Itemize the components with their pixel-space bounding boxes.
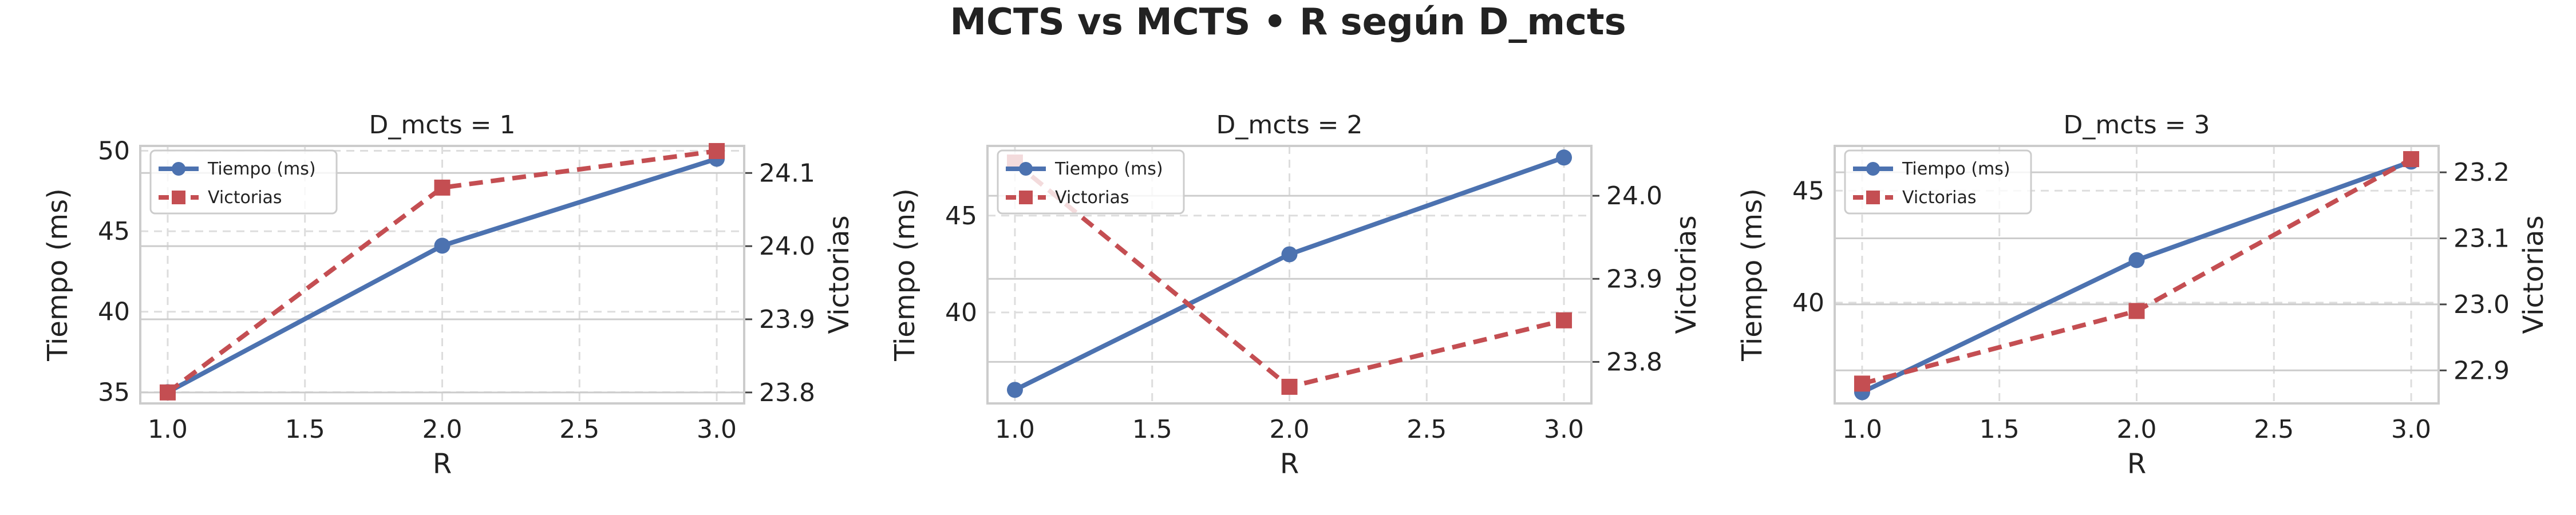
chart-3-y-axis-label: Tiempo (ms) [1736, 188, 1768, 362]
chart-3-x-tick-label: 1.0 [1842, 415, 1882, 444]
chart-2-x-axis-label: R [1280, 448, 1299, 480]
chart-1-y2-tick-label: 24.1 [759, 159, 815, 188]
chart-1-y2-tick-label: 23.8 [759, 378, 815, 407]
chart-3-x-axis-label: R [2127, 448, 2146, 480]
chart-2-series-2-point [1556, 312, 1573, 328]
chart-2-series-1-point [1281, 246, 1298, 263]
chart-2-y2-tick-label: 23.9 [1606, 264, 1662, 294]
chart-3-x-tick-label: 2.0 [2117, 415, 2157, 444]
figure-title: MCTS vs MCTS • R según D_mcts [950, 1, 1626, 43]
chart-1-y-tick-label: 35 [98, 378, 130, 407]
chart-3-title: D_mcts = 3 [2064, 110, 2210, 140]
chart-3-x-tick-label: 3.0 [2391, 415, 2431, 444]
chart-3-legend-label-2: Victorias [1902, 188, 1977, 208]
chart-3-y2-tick-label: 23.0 [2453, 290, 2510, 319]
chart-2-x-tick-label: 1.5 [1132, 415, 1172, 444]
chart-2-frame [986, 145, 1593, 405]
chart-3-y-tick-label: 40 [1792, 288, 1824, 318]
chart-3-legend-marker-1 [1866, 162, 1880, 176]
chart-3-x-tick-label: 1.5 [1980, 415, 2020, 444]
chart-3-series-2-point [1854, 375, 1870, 392]
chart-2-legend-marker-1 [1019, 162, 1033, 176]
chart-3-y2-axis-label: Victorias [2518, 215, 2550, 334]
chart-1-y-tick-label: 40 [98, 298, 130, 327]
chart-3-x-tick-label: 2.5 [2254, 415, 2294, 444]
chart-1-x-tick-label: 1.0 [148, 415, 188, 444]
chart-3-y2-tick-label: 23.2 [2453, 158, 2510, 187]
chart-1-frame [139, 145, 745, 405]
chart-2-y2-tick-label: 23.8 [1606, 347, 1662, 377]
chart-2-series-2-point [1281, 378, 1298, 395]
chart-1-y2-tick-label: 24.0 [759, 232, 815, 261]
chart-1-y2-axis-label: Victorias [823, 215, 855, 334]
chart-3-y-tick-label: 45 [1792, 176, 1824, 205]
chart-3-legend-marker-2 [1866, 191, 1880, 204]
chart-1-legend-label-2: Victorias [208, 188, 282, 208]
chart-2-x-tick-label: 2.0 [1270, 415, 1310, 444]
chart-3-y2-tick-label: 23.1 [2453, 224, 2510, 253]
chart-1-y-tick-label: 45 [98, 217, 130, 246]
chart-1-series-1-point [434, 237, 451, 254]
chart-3-series-1-point [2128, 252, 2145, 268]
chart-1-series-2-point [709, 142, 725, 159]
chart-2-title: D_mcts = 2 [1216, 110, 1363, 140]
chart-2-series-1-point [1006, 382, 1023, 398]
chart-2-legend-label-1: Tiempo (ms) [1054, 159, 1163, 179]
chart-2-x-tick-label: 1.0 [995, 415, 1035, 444]
chart-1-x-tick-label: 1.5 [285, 415, 325, 444]
chart-2-x-tick-label: 3.0 [1544, 415, 1584, 444]
chart-1-y2-tick-label: 23.9 [759, 305, 815, 334]
chart-1-x-axis-label: R [433, 448, 452, 480]
chart-2-legend-marker-2 [1019, 191, 1033, 204]
chart-2-y-tick-label: 40 [945, 298, 977, 327]
chart-1-series-2-line [166, 148, 717, 395]
chart-1-y-tick-label: 50 [98, 136, 130, 165]
chart-2-series-1-point [1556, 149, 1573, 166]
chart-1-legend-marker-1 [172, 162, 185, 176]
chart-1-series-2-point [159, 384, 176, 401]
chart-3-y2-tick-label: 22.9 [2453, 356, 2510, 385]
chart-1-series-2-point [434, 179, 451, 196]
chart-2-y2-tick-label: 24.0 [1606, 181, 1662, 211]
chart-2-y-tick-label: 45 [945, 201, 977, 231]
chart-3-frame [1834, 145, 2440, 405]
chart-2-y-axis-label: Tiempo (ms) [889, 188, 921, 362]
chart-1-x-tick-label: 2.0 [422, 415, 463, 444]
chart-2-legend-label-2: Victorias [1055, 188, 1129, 208]
chart-3-series-2-point [2128, 303, 2145, 319]
chart-2-y2-axis-label: Victorias [1670, 215, 1702, 334]
chart-1-legend-marker-2 [172, 191, 185, 204]
chart-3-series-2-point [2403, 151, 2420, 168]
chart-1-legend-label-1: Tiempo (ms) [207, 159, 316, 179]
chart-3-legend-label-1: Tiempo (ms) [1902, 159, 2010, 179]
chart-1-x-tick-label: 2.5 [559, 415, 599, 444]
chart-2-x-tick-label: 2.5 [1406, 415, 1447, 444]
chart-1-y-axis-label: Tiempo (ms) [42, 188, 74, 362]
chart-1-title: D_mcts = 1 [369, 110, 516, 140]
chart-1-x-tick-label: 3.0 [697, 415, 737, 444]
